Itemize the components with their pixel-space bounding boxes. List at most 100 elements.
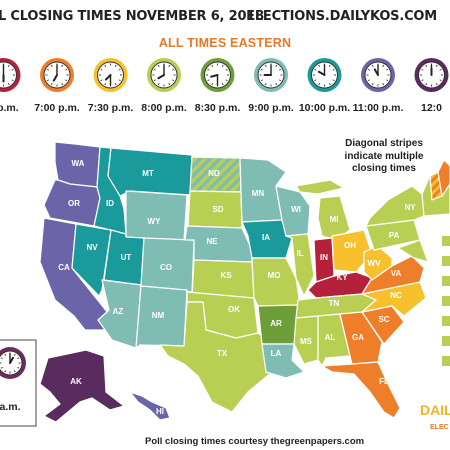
clock-tick (211, 82, 214, 86)
label-wi: WI (291, 205, 301, 214)
clock-tick (264, 64, 267, 68)
label-la: LA (271, 349, 282, 358)
clock-tick (61, 82, 64, 86)
label-ia: IA (262, 233, 270, 242)
site-name[interactable]: ELECTIONS.DAILYKOS.COM (246, 9, 437, 24)
swatch (442, 356, 450, 366)
label-ks: KS (220, 271, 232, 280)
clock-tick (382, 82, 385, 86)
label-ar: AR (270, 319, 282, 328)
clock-tick (100, 68, 103, 71)
label-va: VA (391, 269, 402, 278)
clock-tick (328, 64, 331, 68)
clock-tick (7, 64, 10, 68)
clock-tick (371, 82, 374, 86)
clock-tick (0, 357, 3, 360)
clock-tick (104, 82, 107, 86)
clock-tick (207, 68, 210, 71)
state-ne[interactable] (184, 225, 253, 263)
clock-tick (100, 79, 103, 82)
label-id: ID (106, 199, 114, 208)
clock-legend: 0 p.m. 7:00 p.m. 7:30 p.m. 8:00 p.m. 8:30 p.… (0, 58, 449, 114)
clock-tick (46, 68, 50, 71)
clock-label: 0 p.m. (0, 102, 19, 114)
clock-tick (367, 79, 371, 82)
state-ak[interactable] (39, 349, 125, 423)
swatch (442, 296, 450, 306)
label-ms: MS (300, 337, 313, 346)
clock-tick (153, 79, 157, 82)
state-nv[interactable] (71, 223, 112, 297)
label-wv: WV (368, 259, 382, 268)
clock-tick (168, 82, 171, 86)
clock-tick (4, 370, 7, 373)
clock-tick (225, 79, 228, 82)
label-nd: ND (208, 169, 220, 178)
label-nm: NM (152, 311, 165, 320)
clock-hour-hand (104, 74, 112, 81)
state-tx[interactable] (159, 301, 273, 413)
state-mi-up[interactable] (295, 179, 345, 195)
clock-tick (382, 64, 385, 68)
inset-frame (0, 339, 37, 427)
clock-tick (13, 353, 16, 356)
state-md-de[interactable] (397, 239, 429, 263)
clock-hour-hand (52, 74, 58, 82)
label-ga: GA (352, 333, 364, 342)
clock-tick (318, 82, 321, 86)
clock-tick (13, 370, 16, 373)
swatch (442, 336, 450, 346)
clock-tick (114, 82, 117, 86)
clock-tick (50, 64, 53, 68)
clock-tick (114, 64, 117, 68)
label-ok: OK (228, 305, 240, 314)
label-sd: SD (212, 205, 223, 214)
brand-logo-sub: ELEC (430, 424, 449, 431)
state-mo[interactable] (251, 257, 301, 307)
clock-tick (439, 79, 442, 82)
label-ut: UT (121, 253, 132, 262)
state-il[interactable] (285, 233, 315, 297)
clock-3: 8:00 p.m. (141, 58, 187, 114)
clock-tick (385, 68, 389, 71)
clock-tick (207, 79, 210, 82)
state-me[interactable] (437, 159, 450, 197)
clock-tick (275, 82, 278, 86)
stripes-note: Diagonal stripes indicate multiple closi… (344, 138, 424, 174)
label-tn: TN (329, 299, 340, 308)
clock-tick (221, 64, 224, 68)
state-fl[interactable] (321, 361, 401, 419)
clock-tick (318, 64, 321, 68)
state-nc[interactable] (361, 281, 427, 317)
clock-tick (0, 366, 3, 369)
state-wy[interactable] (125, 190, 188, 242)
label-oh: OH (344, 241, 356, 250)
clock-tick (260, 79, 264, 82)
state-hi[interactable] (129, 391, 171, 421)
clock-1: 7:00 p.m. (34, 58, 80, 114)
clock-tick (118, 68, 121, 71)
clock-tick (61, 64, 64, 68)
source-credit: Poll closing times courtesy thegreenpape… (145, 436, 365, 447)
clock-hour-hand (157, 74, 165, 80)
clock-tick (221, 82, 224, 86)
clock-tick (64, 79, 68, 82)
clock-tick (46, 79, 50, 82)
clock-tick (314, 68, 317, 71)
label-co: CO (160, 263, 172, 272)
clock-label: 9:00 p.m. (248, 102, 294, 114)
clock-tick (17, 366, 20, 369)
clock-tick (11, 68, 14, 71)
label-pa: PA (389, 231, 400, 240)
label-ca: CA (58, 263, 70, 272)
clock-tick (225, 68, 228, 71)
label-or: OR (68, 199, 80, 208)
map-title: L CLOSING TIMES NOVEMBER 6, 2018 (0, 9, 264, 24)
alaska-clock: a.m. (0, 347, 26, 413)
clock-label: a.m. (0, 401, 21, 413)
label-mi: MI (330, 215, 339, 224)
label-ne: NE (206, 237, 218, 246)
state-ms[interactable] (293, 315, 319, 365)
clock-tick (435, 82, 438, 86)
